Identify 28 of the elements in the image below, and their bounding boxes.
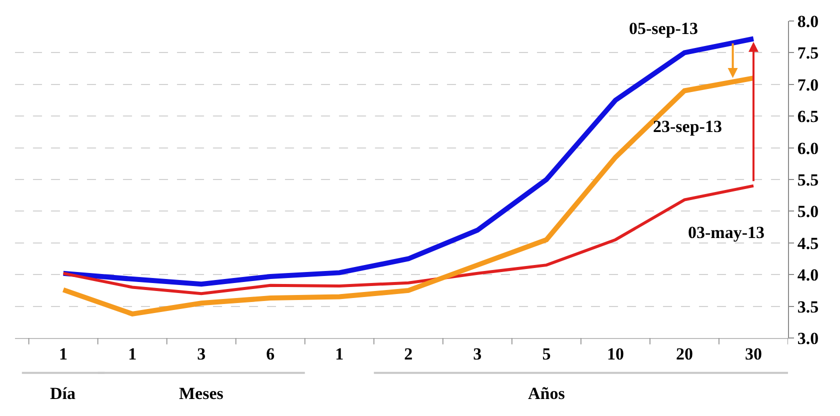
y-tick-label: 3.0 [797,328,819,348]
series-label: 05-sep-13 [629,19,698,38]
y-tick-label: 5.0 [797,202,819,222]
text: Día [50,384,76,403]
y-tick-label: 5.5 [797,170,819,190]
y-tick-label: 6.5 [797,107,819,126]
x-tick-label: 30 [744,344,762,364]
x-tick-label: 1 [59,344,68,364]
x-tick-label: 2 [404,344,413,364]
text: Meses [179,384,224,403]
x-tick-label: 6 [266,344,275,364]
y-tick-label: 7.0 [797,75,819,94]
series-label: 03-may-13 [688,223,764,242]
x-tick-label: 1 [128,344,137,364]
y-tick-label: 7.5 [797,44,819,63]
x-tick-label: 3 [473,344,482,364]
x-tick-label: 20 [676,344,693,364]
x-tick-label: 3 [197,344,206,364]
x-tick-label: 1 [335,344,344,364]
y-tick-label: 8.0 [797,12,819,31]
x-tick-label: 10 [606,344,624,364]
y-tick-label: 4.0 [797,266,819,285]
series-label: 23-sep-13 [653,117,722,136]
y-tick-label: 6.0 [797,138,819,158]
x-tick-label: 5 [542,344,551,364]
text: Años [528,384,566,403]
y-tick-label: 4.5 [797,234,819,253]
y-tick-label: 3.5 [797,297,819,316]
